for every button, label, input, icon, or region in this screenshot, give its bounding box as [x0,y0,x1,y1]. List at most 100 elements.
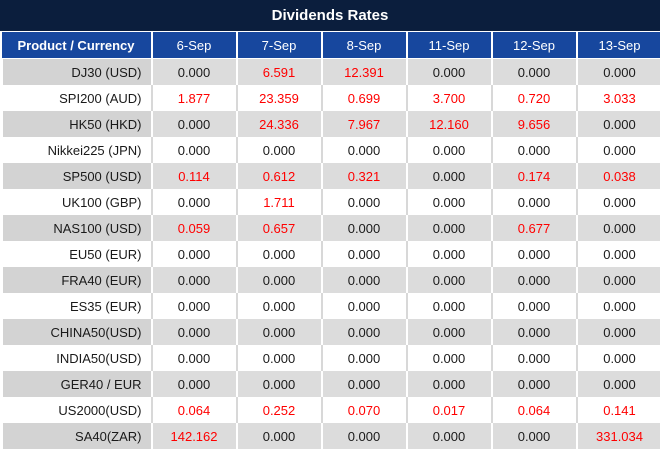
dividend-value-cell: 0.000 [151,293,238,319]
table-row: Nikkei225 (JPN) 0.000 0.000 0.000 0.000 0.000… [0,137,660,163]
table-row: GER40 / EUR 0.000 0.000 0.000 0.000 0.000 0.00… [0,371,660,397]
product-label: INDIA50(USD) [0,345,153,371]
dividend-value-cell: 0.000 [321,319,408,345]
column-header-date: 8-Sep [321,32,408,59]
dividend-value-cell: 0.657 [236,215,323,241]
table-row: US2000(USD) 0.064 0.252 0.070 0.017 0.064 0.14… [0,397,660,423]
dividend-value-cell: 0.000 [406,137,493,163]
product-label: DJ30 (USD) [0,58,153,85]
dividend-value-cell: 0.000 [576,215,660,241]
dividend-value-cell: 0.612 [236,163,323,189]
dividend-value-cell: 7.967 [321,111,408,137]
product-label: SP500 (USD) [0,163,153,189]
table-row: HK50 (HKD) 0.000 24.336 7.967 12.160 9.656 0.0… [0,111,660,137]
dividend-value-cell: 0.000 [406,189,493,215]
product-label: NAS100 (USD) [0,215,153,241]
dividend-value-cell: 0.000 [491,293,578,319]
dividend-value-cell: 0.038 [576,163,660,189]
table-row: SP500 (USD) 0.114 0.612 0.321 0.000 0.174 0.03… [0,163,660,189]
dividend-value-cell: 0.070 [321,397,408,423]
dividend-value-cell: 0.000 [321,293,408,319]
table-row: SA40(ZAR) 142.162 0.000 0.000 0.000 0.000 331.… [0,423,660,449]
dividend-value-cell: 0.000 [406,293,493,319]
table-row: ES35 (EUR) 0.000 0.000 0.000 0.000 0.000 0.000 [0,293,660,319]
dividend-value-cell: 0.000 [576,241,660,267]
dividend-value-cell: 0.000 [491,267,578,293]
dividend-value-cell: 0.000 [491,345,578,371]
product-label: HK50 (HKD) [0,111,153,137]
dividend-value-cell: 0.000 [236,423,323,449]
dividend-value-cell: 0.000 [151,58,238,85]
product-label: FRA40 (EUR) [0,267,153,293]
dividend-value-cell: 0.000 [321,371,408,397]
dividend-value-cell: 0.000 [321,215,408,241]
dividend-value-cell: 0.000 [151,241,238,267]
dividend-value-cell: 1.711 [236,189,323,215]
dividend-value-cell: 0.000 [576,58,660,85]
dividend-value-cell: 0.000 [491,189,578,215]
dividend-value-cell: 0.000 [576,137,660,163]
table-row: NAS100 (USD) 0.059 0.657 0.000 0.000 0.677 0.0… [0,215,660,241]
dividend-value-cell: 0.000 [406,215,493,241]
table-row: EU50 (EUR) 0.000 0.000 0.000 0.000 0.000 0.000 [0,241,660,267]
dividend-value-cell: 0.000 [576,267,660,293]
dividend-value-cell: 0.000 [151,371,238,397]
product-label: US2000(USD) [0,397,153,423]
dividend-value-cell: 0.000 [321,267,408,293]
dividend-value-cell: 6.591 [236,58,323,85]
column-header-product-currency: Product / Currency [1,32,153,59]
dividend-value-cell: 0.000 [151,319,238,345]
dividend-value-cell: 0.000 [236,319,323,345]
dividend-value-cell: 0.000 [491,58,578,85]
dividend-value-cell: 0.000 [236,137,323,163]
dividend-value-cell: 0.000 [406,267,493,293]
dividend-value-cell: 0.677 [491,215,578,241]
product-label: ES35 (EUR) [0,293,153,319]
dividend-value-cell: 0.000 [406,58,493,85]
dividend-value-cell: 0.114 [151,163,238,189]
dividend-value-cell: 23.359 [236,85,323,111]
dividend-value-cell: 0.000 [151,189,238,215]
column-header-date: 11-Sep [406,32,493,59]
dividend-value-cell: 0.321 [321,163,408,189]
dividend-value-cell: 0.059 [151,215,238,241]
dividend-value-cell: 9.656 [491,111,578,137]
product-label: SA40(ZAR) [0,423,153,449]
dividend-value-cell: 0.000 [491,241,578,267]
dividend-value-cell: 0.000 [576,319,660,345]
dividend-value-cell: 0.000 [236,241,323,267]
page-title: Dividends Rates [0,0,660,32]
dividend-value-cell: 0.000 [491,137,578,163]
dividend-value-cell: 0.064 [491,397,578,423]
dividend-value-cell: 0.141 [576,397,660,423]
table-header-row: Product / Currency 6-Sep 7-Sep 8-Sep 11-… [1,32,660,59]
table-row: UK100 (GBP) 0.000 1.711 0.000 0.000 0.000 0.00… [0,189,660,215]
dividend-value-cell: 0.000 [406,241,493,267]
dividend-value-cell: 0.000 [491,319,578,345]
dividend-value-cell: 3.033 [576,85,660,111]
table-row: SPI200 (AUD) 1.877 23.359 0.699 3.700 0.720 3.… [0,85,660,111]
dividend-value-cell: 0.252 [236,397,323,423]
dividend-value-cell: 0.000 [321,345,408,371]
dividend-value-cell: 0.000 [321,241,408,267]
dividend-value-cell: 0.000 [321,189,408,215]
dividends-table: Product / Currency 6-Sep 7-Sep 8-Sep 11-… [0,32,660,449]
dividend-value-cell: 0.720 [491,85,578,111]
table-row: CHINA50(USD) 0.000 0.000 0.000 0.000 0.000 0.0… [0,319,660,345]
dividend-value-cell: 0.000 [236,345,323,371]
dividend-value-cell: 0.000 [236,371,323,397]
dividend-value-cell: 0.000 [576,111,660,137]
dividend-value-cell: 0.699 [321,85,408,111]
dividend-value-cell: 0.000 [406,423,493,449]
dividend-value-cell: 0.174 [491,163,578,189]
product-label: Nikkei225 (JPN) [0,137,153,163]
dividend-value-cell: 0.000 [151,111,238,137]
dividend-value-cell: 142.162 [151,423,238,449]
dividend-value-cell: 0.000 [151,137,238,163]
dividend-value-cell: 1.877 [151,85,238,111]
dividend-value-cell: 0.000 [406,319,493,345]
dividend-value-cell: 0.000 [321,137,408,163]
dividend-value-cell: 0.000 [406,345,493,371]
dividend-value-cell: 0.000 [576,293,660,319]
